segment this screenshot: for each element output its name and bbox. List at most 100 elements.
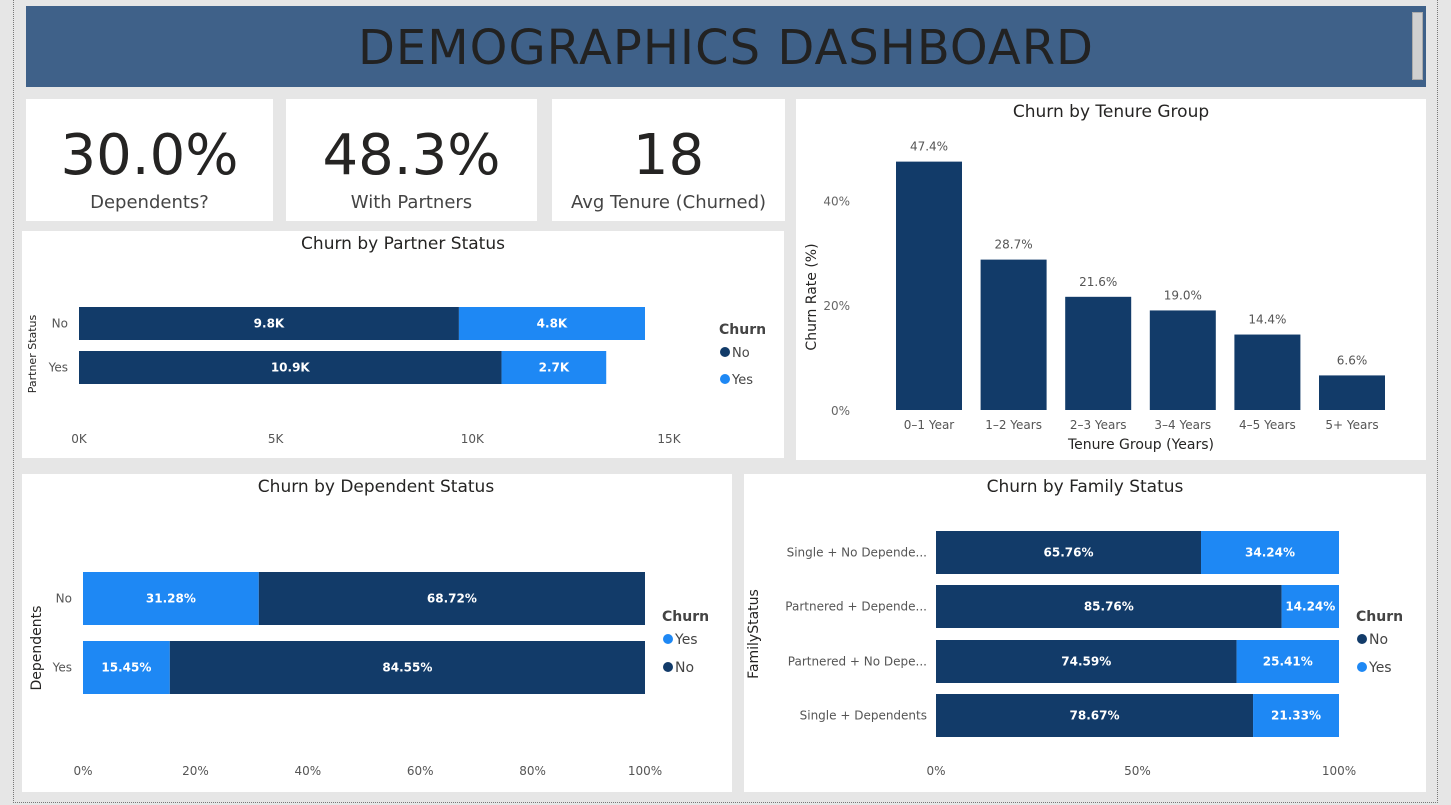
y-axis-title: Churn Rate (%) xyxy=(804,243,820,350)
legend-title: Churn xyxy=(1356,609,1403,625)
dependent-chart-panel[interactable]: Churn by Dependent Status Dependents No 31.… xyxy=(22,474,732,792)
x-tick-label: 4–5 Years xyxy=(1239,418,1296,432)
x-tick-label: 1–2 Years xyxy=(985,418,1042,432)
dependent-chart: Churn by Dependent Status Dependents No 31.… xyxy=(29,477,709,778)
data-label: 14.24% xyxy=(1285,600,1335,614)
bar-segment[interactable] xyxy=(936,640,1237,683)
y-axis-title: FamilyStatus xyxy=(746,589,762,679)
category-label: Yes xyxy=(48,361,68,375)
bar[interactable] xyxy=(896,161,962,410)
data-label: 78.67% xyxy=(1070,709,1120,723)
y-axis-title: Dependents xyxy=(29,606,45,691)
data-label: 14.4% xyxy=(1248,313,1286,327)
kpi-value: 18 xyxy=(632,123,705,188)
family-chart-panel[interactable]: Churn by Family Status FamilyStatus Single… xyxy=(744,474,1426,792)
partner-chart: Churn by Partner Status Partner Status No 9… xyxy=(26,234,766,446)
chart-title: Churn by Partner Status xyxy=(301,234,505,254)
legend-marker xyxy=(1357,634,1367,644)
kpi-value: 30.0% xyxy=(60,123,239,188)
bar-segment[interactable] xyxy=(79,351,502,384)
bar-segment[interactable] xyxy=(1236,640,1339,683)
bar[interactable] xyxy=(980,259,1047,410)
category-label: Single + Dependents xyxy=(800,709,927,723)
x-tick-label: 0–1 Year xyxy=(904,418,955,432)
data-label: 2.7K xyxy=(539,361,570,375)
data-label: 6.6% xyxy=(1337,353,1368,367)
bar-segment[interactable] xyxy=(458,307,645,340)
legend-label[interactable]: Yes xyxy=(1368,660,1392,676)
y-axis-title: Partner Status xyxy=(26,314,39,393)
category-label: Partnered + No Depe... xyxy=(788,655,927,669)
chart-title: Churn by Dependent Status xyxy=(258,477,495,497)
bar-segment[interactable] xyxy=(258,572,645,625)
kpi-card-avg-tenure[interactable]: 18 Avg Tenure (Churned) xyxy=(552,99,785,221)
x-tick-label: 0K xyxy=(71,432,88,446)
x-tick-label: 2–3 Years xyxy=(1070,418,1127,432)
y-tick-label: 20% xyxy=(823,299,850,313)
bar-segment[interactable] xyxy=(83,641,170,694)
x-tick-label: 10K xyxy=(461,432,485,446)
bar[interactable] xyxy=(1234,334,1301,410)
legend-label[interactable]: No xyxy=(732,346,750,361)
x-tick-label: 80% xyxy=(519,764,546,778)
kpi-value: 48.3% xyxy=(322,123,501,188)
legend-marker xyxy=(1357,662,1367,672)
bar-segment[interactable] xyxy=(83,572,259,625)
legend-marker xyxy=(663,634,673,644)
bar-segment[interactable] xyxy=(936,585,1282,628)
bar-segment[interactable] xyxy=(936,531,1202,574)
legend-label[interactable]: No xyxy=(675,660,694,676)
bar-segment[interactable] xyxy=(79,307,459,340)
data-label: 74.59% xyxy=(1061,655,1111,669)
data-label: 28.7% xyxy=(995,238,1033,252)
legend-title: Churn xyxy=(662,609,709,625)
bar-segment[interactable] xyxy=(1201,531,1339,574)
data-label: 68.72% xyxy=(427,592,477,606)
bar-segment[interactable] xyxy=(1253,694,1339,737)
x-tick-label: 100% xyxy=(1322,764,1356,778)
data-label: 4.8K xyxy=(537,317,568,331)
kpi-card-partners[interactable]: 48.3% With Partners xyxy=(286,99,537,221)
bar[interactable] xyxy=(1065,296,1132,410)
data-label: 21.33% xyxy=(1271,709,1321,723)
partner-chart-panel[interactable]: Churn by Partner Status Partner Status No 9… xyxy=(22,231,784,458)
bar[interactable] xyxy=(1319,375,1385,410)
x-tick-label: 5+ Years xyxy=(1325,418,1378,432)
category-label: No xyxy=(56,592,72,606)
data-label: 65.76% xyxy=(1044,546,1094,560)
category-label: Single + No Depende... xyxy=(787,546,927,560)
bar-segment[interactable] xyxy=(169,641,646,694)
family-chart: Churn by Family Status FamilyStatus Single… xyxy=(746,477,1403,778)
kpi-label: Dependents? xyxy=(90,192,209,213)
data-label: 10.9K xyxy=(271,361,311,375)
kpi-label: With Partners xyxy=(350,192,473,213)
x-tick-label: 40% xyxy=(294,764,321,778)
bar[interactable] xyxy=(1149,310,1216,410)
kpi-card-dependents[interactable]: 30.0% Dependents? xyxy=(26,99,273,221)
bar-segment[interactable] xyxy=(501,351,607,384)
legend-label[interactable]: No xyxy=(1369,632,1388,648)
legend-marker xyxy=(663,662,673,672)
legend-marker xyxy=(720,347,730,357)
category-label: Partnered + Depende... xyxy=(785,600,927,614)
bar-segment[interactable] xyxy=(936,694,1254,737)
bar-segment[interactable] xyxy=(1281,585,1339,628)
data-label: 15.45% xyxy=(101,661,151,675)
tenure-chart-panel[interactable]: Churn by Tenure Group 0% 20% 40% Churn Rate … xyxy=(796,99,1426,460)
category-label: Yes xyxy=(52,661,72,675)
data-label: 25.41% xyxy=(1263,655,1313,669)
legend-title: Churn xyxy=(719,322,766,338)
data-label: 47.4% xyxy=(910,140,948,154)
scrollbar[interactable] xyxy=(1412,12,1423,80)
chart-title: Churn by Family Status xyxy=(987,477,1184,497)
data-label: 31.28% xyxy=(146,592,196,606)
x-tick-label: 5K xyxy=(268,432,285,446)
page-title: DEMOGRAPHICS DASHBOARD xyxy=(357,20,1095,76)
x-tick-label: 100% xyxy=(628,764,662,778)
x-tick-label: 60% xyxy=(407,764,434,778)
legend-label[interactable]: Yes xyxy=(674,632,698,648)
data-label: 85.76% xyxy=(1084,600,1134,614)
legend-label[interactable]: Yes xyxy=(731,373,753,388)
category-label: No xyxy=(52,317,68,331)
x-tick-label: 50% xyxy=(1124,764,1151,778)
